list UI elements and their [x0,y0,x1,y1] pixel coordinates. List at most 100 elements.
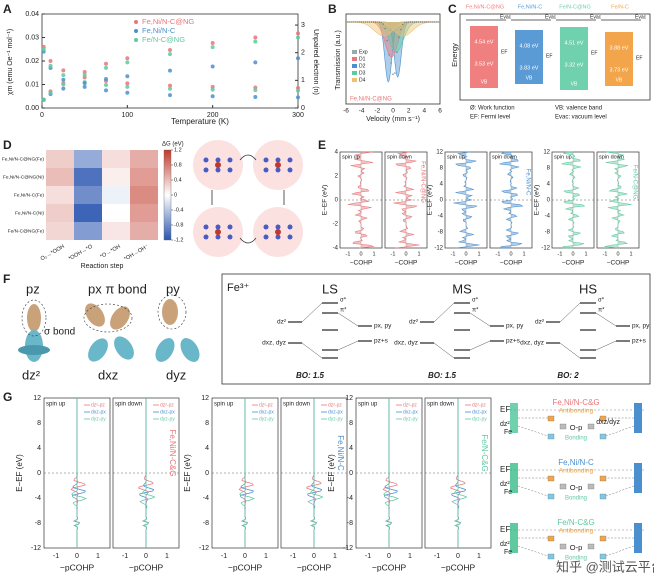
legend-label: D1 [359,56,366,62]
value-label: 3.83 eV [520,65,539,71]
orbital-label: Bonding [565,556,587,562]
spin-label: spin down [427,402,454,408]
data-point [253,60,258,65]
level-label: EF [636,55,642,61]
decor [390,62,392,64]
decor [275,157,281,163]
y-tick-label: 0 [349,470,353,477]
y2-axis-label: Unpaired electron (n) [312,29,319,95]
value-label: 3.32 eV [565,62,584,68]
data-point [41,47,46,52]
level-label: π* [472,308,479,314]
sample-label: Fe/N-C&G [557,518,594,527]
decor [559,423,567,430]
level-label: σ* [340,298,347,304]
heat-cell [46,168,74,186]
x-axis-label: −pCOHP [441,562,476,572]
x-tick-label: 100 [121,112,133,119]
decor [162,299,178,325]
data-point [41,97,46,102]
y-tick-label: 2 [335,174,339,180]
decor [382,398,399,548]
x-tick-label: 0 [391,108,395,115]
panel-label: D [3,138,12,152]
sample-label: Fe,Ni/N-C&G [168,429,177,476]
decor [433,21,435,23]
data-point [210,64,215,69]
level-label: Evac [635,14,647,20]
y-tick-label: -8 [545,230,551,236]
decor [263,234,269,240]
sample-label: Fe,Ni/N-C@NG [350,97,392,103]
ion-label: Fe³⁺ [227,282,250,294]
x-tick-label: 1 [584,251,587,257]
y-tick-label: 0.00 [25,105,39,112]
data-point [168,86,172,91]
decor [238,398,255,548]
orbital-label: px π bond [88,281,147,296]
decor [559,302,617,359]
x-tick-label: -1 [434,553,440,560]
orbital-label: pz [26,281,40,296]
data-point [104,82,108,87]
heat-cell [102,204,130,222]
x-axis-label: Reaction step [81,263,124,270]
heat-cell [102,186,130,204]
x-tick-label: 1 [333,553,337,560]
x-tick-label: 0 [464,251,467,257]
decor [362,21,365,23]
data-point [48,90,53,95]
decor [459,13,651,101]
decor [380,21,382,24]
decor [547,433,555,440]
sample-label: Fe,Ni/N-C [558,458,594,467]
colorbar-title: ΔG (eV) [162,142,184,148]
x-tick-label: 1 [165,553,169,560]
y-tick-label: 0 [440,198,444,204]
x-tick-label: 1 [477,251,480,257]
heat-cell [46,186,74,204]
level-label: dz² [409,319,419,326]
decor [423,21,426,23]
x-tick-label: 0 [509,251,512,257]
sample-label: Fe,Ni/N-C@NG [466,4,504,10]
decor [85,303,105,327]
decor [382,23,384,25]
decor [301,302,359,359]
legend-label: dyz-py [160,416,175,422]
data-point [125,74,130,79]
orbital-label: Antibonding [559,528,594,535]
decor [415,21,418,23]
spin-label: spin down [115,402,142,408]
y-axis-label: E−EF (eV) [15,454,24,492]
x-tick-label: 0 [616,251,619,257]
y-tick-label: 12 [345,395,353,402]
y-tick-label: -12 [434,246,443,252]
legend-label: dxz-px [259,409,274,415]
legend-label: dyz-py [403,416,418,422]
decor [407,21,410,23]
level-label: VB [481,79,488,85]
x-tick-label: -1 [391,251,396,257]
heat-cell [102,222,130,240]
heat-cell [102,168,130,186]
row-label: Fe,Ni/N-C@NG(Fe) [2,156,45,162]
data-point [296,95,300,100]
orbital-label: dz² [22,367,41,382]
y2-tick-label: 3 [301,22,305,29]
legend-label: dxz-px [91,409,106,415]
decor [417,21,420,23]
level-label: VB [616,77,623,83]
decor [263,224,269,230]
legend-swatch [134,20,138,24]
data-point [61,68,66,73]
decor [634,463,642,493]
data-point [104,76,108,81]
x-tick-label: 1 [96,553,100,560]
y-tick-label: 0 [547,198,551,204]
data-point [125,56,130,61]
state-label: MS [452,281,472,296]
metal-label: Fe [504,429,512,436]
x-tick-label: -1 [53,553,59,560]
panel-label: F [3,272,10,286]
